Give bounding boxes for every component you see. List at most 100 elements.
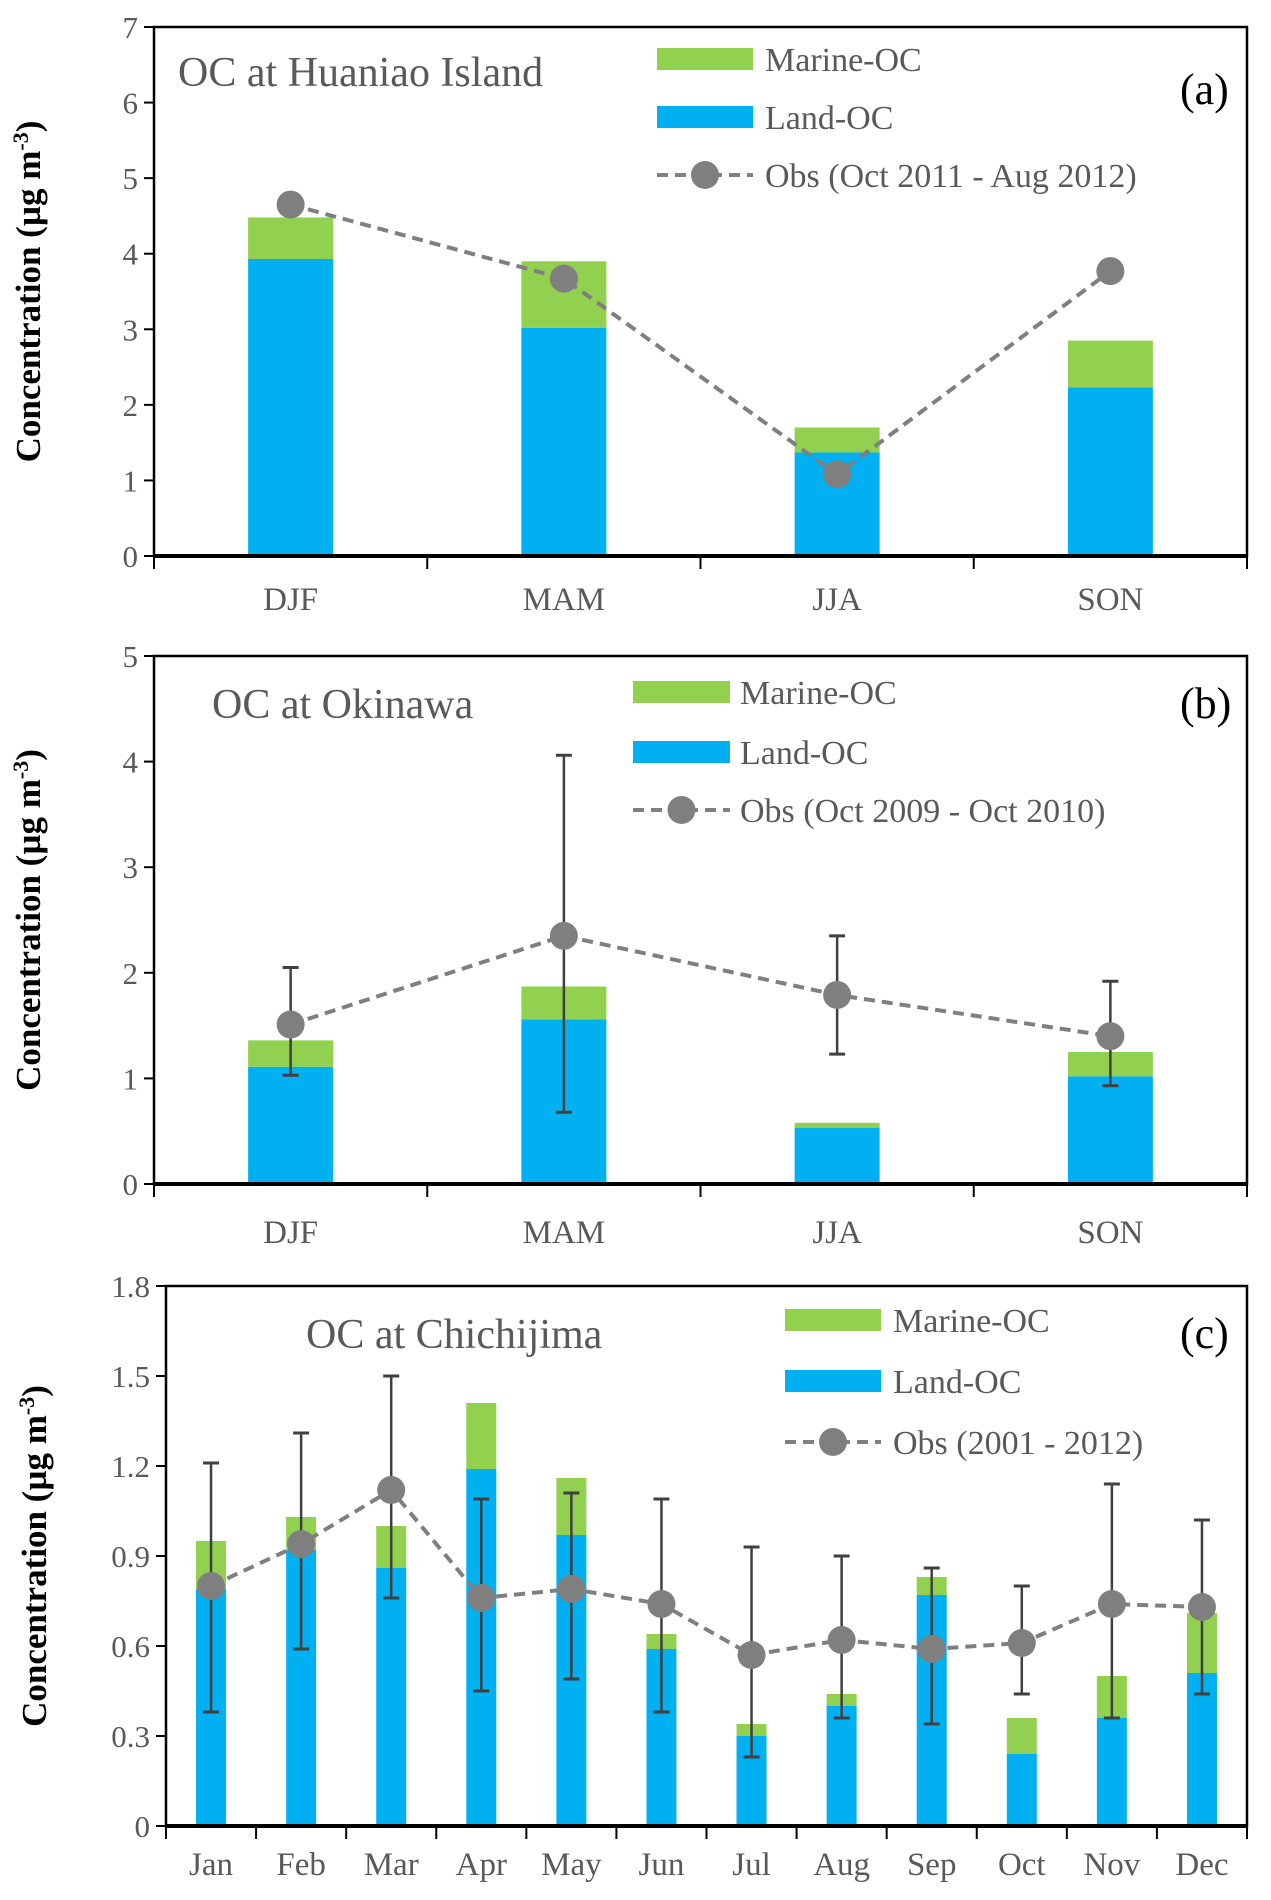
panel-label: (c) xyxy=(1180,1309,1229,1358)
panel-label: (a) xyxy=(1180,65,1229,114)
bar-land-oc xyxy=(1067,387,1153,554)
panel-a: 0 1 2 3 4 5 6 7 DJF MAM JJA SON Concentration (µg m-… xyxy=(8,10,1249,618)
bar-marine-oc xyxy=(466,1403,497,1469)
y-tick-label: 4 xyxy=(123,745,139,780)
x-tick-label: Jun xyxy=(639,1847,685,1883)
y-tick-label: 5 xyxy=(123,161,139,196)
y-tick-label: 1.2 xyxy=(111,1449,150,1484)
bar-marine-oc xyxy=(1006,1718,1037,1754)
panel-b: 0 1 2 3 4 5 DJF MAM JJA SON Concentration (µg m-3)… xyxy=(8,639,1249,1251)
bar-land-oc xyxy=(1186,1673,1217,1824)
x-tick-label: Dec xyxy=(1175,1847,1228,1883)
y-axis-label: Concentration (µg m-3) xyxy=(8,121,49,463)
legend-label-marine: Marine-OC xyxy=(740,675,897,712)
obs-point xyxy=(827,1626,856,1654)
y-tick-label: 5 xyxy=(123,639,139,674)
bar-land-oc xyxy=(826,1706,857,1824)
x-tick-label: Jan xyxy=(189,1847,233,1883)
x-tick-label: JJA xyxy=(812,582,862,618)
obs-point xyxy=(377,1476,406,1504)
obs-point xyxy=(1096,257,1125,286)
obs-point xyxy=(737,1641,766,1669)
bar-land-oc xyxy=(1096,1718,1127,1824)
obs-point xyxy=(647,1590,676,1618)
x-tick-label: May xyxy=(541,1847,602,1883)
obs-point xyxy=(197,1572,226,1600)
legend-label-land: Land-OC xyxy=(893,1364,1021,1401)
plot-frame xyxy=(164,1284,1249,1828)
bar-marine-oc xyxy=(248,217,334,260)
y-tick-label: 0 xyxy=(123,539,139,574)
x-tick-label: Mar xyxy=(364,1847,419,1883)
y-tick-label: 1 xyxy=(123,1061,139,1096)
x-tick-label: Oct xyxy=(998,1847,1046,1883)
bar-marine-oc xyxy=(1067,340,1153,388)
legend-marker-obs xyxy=(667,796,696,824)
x-tick-label: JJA xyxy=(812,1215,862,1251)
obs-point xyxy=(1097,1590,1126,1618)
panel-c: 0 0.3 0.6 0.9 1.2 1.5 1.8 Jan Feb Mar Apr May Jun Jul… xyxy=(14,1269,1249,1883)
y-tick-label: 1 xyxy=(123,463,139,498)
obs-point xyxy=(276,1010,305,1039)
y-tick-label: 2 xyxy=(123,388,139,423)
obs-point xyxy=(1007,1629,1036,1657)
legend-marker-obs xyxy=(691,161,719,189)
bar-marine-oc xyxy=(794,1122,880,1129)
y-tick-label: 0.3 xyxy=(111,1719,150,1754)
obs-point xyxy=(549,264,578,293)
obs-line xyxy=(290,933,1111,1039)
obs-point xyxy=(1096,1022,1125,1051)
y-tick-label: 3 xyxy=(123,850,139,885)
legend-label-land: Land-OC xyxy=(765,100,893,137)
bar-land-oc xyxy=(1006,1754,1037,1824)
legend-label-marine: Marine-OC xyxy=(893,1303,1050,1340)
legend-label-obs: Obs (2001 - 2012) xyxy=(893,1425,1143,1462)
y-axis-label: Concentration (µg m-3) xyxy=(8,749,49,1091)
y-tick-label: 0.6 xyxy=(111,1629,150,1664)
legend-label-marine: Marine-OC xyxy=(765,42,922,79)
y-tick-label: 1.8 xyxy=(111,1269,150,1304)
obs-line xyxy=(290,202,1112,477)
panel-label: (b) xyxy=(1180,679,1231,728)
x-tick-label: MAM xyxy=(523,1215,606,1251)
x-tick-label: Feb xyxy=(276,1847,326,1883)
bar-marine-oc xyxy=(794,427,880,453)
chart-title: OC at Okinawa xyxy=(212,682,474,728)
x-tick-label: SON xyxy=(1077,1215,1143,1251)
obs-point xyxy=(467,1584,496,1612)
legend-swatch-land xyxy=(785,1370,881,1392)
obs-line xyxy=(210,1487,1203,1658)
legend-label-obs: Obs (Oct 2011 - Aug 2012) xyxy=(765,158,1137,195)
legend-swatch-land xyxy=(633,741,730,763)
y-tick-label: 0.9 xyxy=(111,1539,150,1574)
y-tick-label: 6 xyxy=(123,86,139,121)
x-tick-label: Jul xyxy=(732,1847,771,1883)
legend-label-obs: Obs (Oct 2009 - Oct 2010) xyxy=(740,793,1105,830)
y-tick-label: 0 xyxy=(135,1809,151,1844)
chart-title: OC at Huaniao Island xyxy=(178,50,543,96)
x-tick-label: Aug xyxy=(813,1847,870,1883)
legend-swatch-marine xyxy=(785,1309,881,1331)
obs-point xyxy=(1187,1593,1216,1621)
bar-land-oc xyxy=(521,327,607,554)
y-tick-label: 0 xyxy=(123,1167,139,1202)
chart-title: OC at Chichijima xyxy=(306,1312,603,1358)
x-tick-label: DJF xyxy=(263,582,318,618)
x-tick-label: DJF xyxy=(263,1215,318,1251)
x-tick-label: SON xyxy=(1077,582,1143,618)
x-tick-label: Nov xyxy=(1083,1847,1140,1883)
legend-swatch-marine xyxy=(657,48,753,70)
x-tick-label: MAM xyxy=(523,582,606,618)
obs-point xyxy=(823,980,852,1009)
bar-land-oc xyxy=(248,259,334,554)
y-tick-label: 2 xyxy=(123,956,139,991)
x-tick-label: Sep xyxy=(907,1847,957,1883)
x-tick-label: Apr xyxy=(456,1847,507,1883)
y-tick-label: 1.5 xyxy=(111,1359,150,1394)
y-axis-label: Concentration (µg m-3) xyxy=(14,1385,55,1727)
bar-land-oc xyxy=(1067,1076,1153,1182)
legend-marker-obs xyxy=(819,1428,847,1456)
y-tick-label: 7 xyxy=(123,10,139,45)
legend-swatch-marine xyxy=(633,681,730,703)
bar-land-oc xyxy=(248,1066,334,1182)
